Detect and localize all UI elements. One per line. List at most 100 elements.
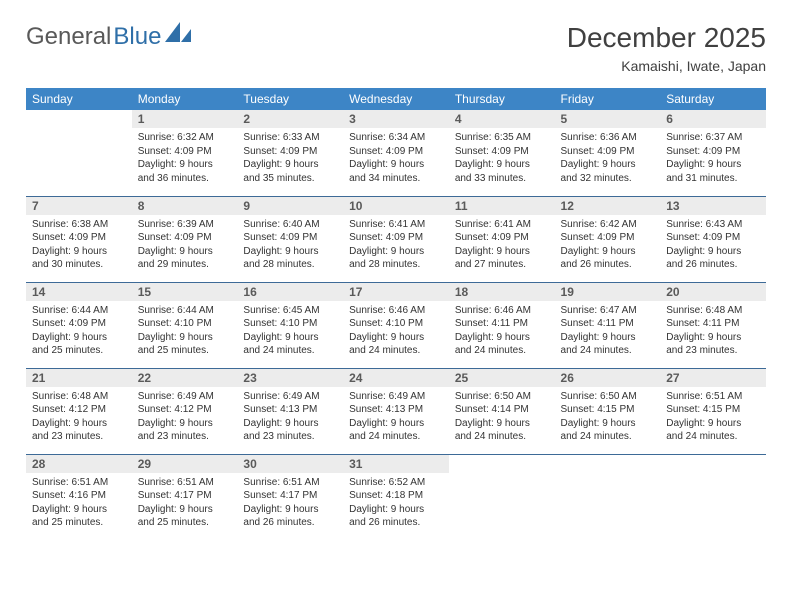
day-number: 30 bbox=[237, 455, 343, 473]
sunset-text: Sunset: 4:09 PM bbox=[561, 145, 655, 159]
sunset-text: Sunset: 4:15 PM bbox=[666, 403, 760, 417]
daylight-text: Daylight: 9 hours and 24 minutes. bbox=[455, 417, 549, 444]
day-cell: 27 Sunrise: 6:51 AMSunset: 4:15 PMDayligh… bbox=[660, 368, 766, 454]
daylight-text: Daylight: 9 hours and 28 minutes. bbox=[243, 245, 337, 272]
day-details: Sunrise: 6:47 AMSunset: 4:11 PMDaylight:… bbox=[555, 301, 661, 362]
day-number: 17 bbox=[343, 283, 449, 301]
day-cell bbox=[660, 454, 766, 540]
day-cell: 21Sunrise: 6:48 AMSunset: 4:12 PMDayligh… bbox=[26, 368, 132, 454]
day-details: Sunrise: 6:43 AMSunset: 4:09 PMDaylight:… bbox=[660, 215, 766, 276]
day-cell: 4Sunrise: 6:35 AMSunset: 4:09 PMDaylight… bbox=[449, 110, 555, 196]
day-details: Sunrise: 6:39 AMSunset: 4:09 PMDaylight:… bbox=[132, 215, 238, 276]
sunrise-text: Sunrise: 6:51 AM bbox=[243, 476, 337, 490]
day-cell: 1Sunrise: 6:32 AMSunset: 4:09 PMDaylight… bbox=[132, 110, 238, 196]
day-details: Sunrise: 6:46 AMSunset: 4:11 PMDaylight:… bbox=[449, 301, 555, 362]
day-cell: 17Sunrise: 6:46 AMSunset: 4:10 PMDayligh… bbox=[343, 282, 449, 368]
sunset-text: Sunset: 4:12 PM bbox=[32, 403, 126, 417]
day-details: Sunrise: 6:41 AMSunset: 4:09 PMDaylight:… bbox=[343, 215, 449, 276]
day-details: Sunrise: 6:34 AMSunset: 4:09 PMDaylight:… bbox=[343, 128, 449, 189]
sunset-text: Sunset: 4:09 PM bbox=[349, 145, 443, 159]
logo-text-a: General bbox=[26, 23, 111, 51]
day-cell: 20Sunrise: 6:48 AMSunset: 4:11 PMDayligh… bbox=[660, 282, 766, 368]
sunrise-text: Sunrise: 6:35 AM bbox=[455, 131, 549, 145]
sunrise-text: Sunrise: 6:49 AM bbox=[349, 390, 443, 404]
sunrise-text: Sunrise: 6:51 AM bbox=[138, 476, 232, 490]
day-number: 29 bbox=[132, 455, 238, 473]
day-number: 27 bbox=[660, 369, 766, 387]
week-row: 21Sunrise: 6:48 AMSunset: 4:12 PMDayligh… bbox=[26, 368, 766, 454]
calendar-table: Sunday Monday Tuesday Wednesday Thursday… bbox=[26, 88, 766, 540]
day-details: Sunrise: 6:50 AMSunset: 4:14 PMDaylight:… bbox=[449, 387, 555, 448]
day-details: Sunrise: 6:51 AMSunset: 4:17 PMDaylight:… bbox=[237, 473, 343, 534]
day-details: Sunrise: 6:41 AMSunset: 4:09 PMDaylight:… bbox=[449, 215, 555, 276]
daylight-text: Daylight: 9 hours and 34 minutes. bbox=[349, 158, 443, 185]
weekday-header: Monday bbox=[132, 88, 238, 110]
day-number: 10 bbox=[343, 197, 449, 215]
day-details: Sunrise: 6:49 AMSunset: 4:13 PMDaylight:… bbox=[343, 387, 449, 448]
daylight-text: Daylight: 9 hours and 24 minutes. bbox=[243, 331, 337, 358]
sunset-text: Sunset: 4:11 PM bbox=[561, 317, 655, 331]
sunrise-text: Sunrise: 6:37 AM bbox=[666, 131, 760, 145]
day-details: Sunrise: 6:48 AMSunset: 4:11 PMDaylight:… bbox=[660, 301, 766, 362]
daylight-text: Daylight: 9 hours and 24 minutes. bbox=[666, 417, 760, 444]
day-number: 19 bbox=[555, 283, 661, 301]
sunset-text: Sunset: 4:09 PM bbox=[138, 231, 232, 245]
sunrise-text: Sunrise: 6:47 AM bbox=[561, 304, 655, 318]
week-row: 7Sunrise: 6:38 AMSunset: 4:09 PMDaylight… bbox=[26, 196, 766, 282]
day-number: 2 bbox=[237, 110, 343, 128]
day-cell: 8Sunrise: 6:39 AMSunset: 4:09 PMDaylight… bbox=[132, 196, 238, 282]
daylight-text: Daylight: 9 hours and 23 minutes. bbox=[243, 417, 337, 444]
sunrise-text: Sunrise: 6:41 AM bbox=[455, 218, 549, 232]
day-cell: 25Sunrise: 6:50 AMSunset: 4:14 PMDayligh… bbox=[449, 368, 555, 454]
day-cell: 13Sunrise: 6:43 AMSunset: 4:09 PMDayligh… bbox=[660, 196, 766, 282]
sunrise-text: Sunrise: 6:44 AM bbox=[138, 304, 232, 318]
sunrise-text: Sunrise: 6:38 AM bbox=[32, 218, 126, 232]
daylight-text: Daylight: 9 hours and 24 minutes. bbox=[561, 417, 655, 444]
sunset-text: Sunset: 4:12 PM bbox=[138, 403, 232, 417]
day-cell bbox=[26, 110, 132, 196]
title-block: December 2025 Kamaishi, Iwate, Japan bbox=[567, 22, 766, 74]
sunset-text: Sunset: 4:09 PM bbox=[138, 145, 232, 159]
day-number: 23 bbox=[237, 369, 343, 387]
sunset-text: Sunset: 4:09 PM bbox=[561, 231, 655, 245]
weekday-header: Tuesday bbox=[237, 88, 343, 110]
sunset-text: Sunset: 4:09 PM bbox=[455, 231, 549, 245]
sunrise-text: Sunrise: 6:49 AM bbox=[138, 390, 232, 404]
calendar-page: GeneralBlue December 2025 Kamaishi, Iwat… bbox=[0, 0, 792, 562]
day-cell: 30Sunrise: 6:51 AMSunset: 4:17 PMDayligh… bbox=[237, 454, 343, 540]
sunrise-text: Sunrise: 6:46 AM bbox=[455, 304, 549, 318]
sunrise-text: Sunrise: 6:50 AM bbox=[455, 390, 549, 404]
daylight-text: Daylight: 9 hours and 28 minutes. bbox=[349, 245, 443, 272]
logo-text-b: Blue bbox=[113, 23, 161, 51]
day-details: Sunrise: 6:42 AMSunset: 4:09 PMDaylight:… bbox=[555, 215, 661, 276]
day-cell: 19Sunrise: 6:47 AMSunset: 4:11 PMDayligh… bbox=[555, 282, 661, 368]
weekday-header: Friday bbox=[555, 88, 661, 110]
sunset-text: Sunset: 4:10 PM bbox=[349, 317, 443, 331]
sunset-text: Sunset: 4:09 PM bbox=[666, 145, 760, 159]
sunrise-text: Sunrise: 6:32 AM bbox=[138, 131, 232, 145]
day-details: Sunrise: 6:46 AMSunset: 4:10 PMDaylight:… bbox=[343, 301, 449, 362]
logo-sail-icon bbox=[165, 22, 191, 42]
sunset-text: Sunset: 4:17 PM bbox=[243, 489, 337, 503]
sunset-text: Sunset: 4:09 PM bbox=[455, 145, 549, 159]
sunset-text: Sunset: 4:09 PM bbox=[32, 231, 126, 245]
sunrise-text: Sunrise: 6:39 AM bbox=[138, 218, 232, 232]
day-details: Sunrise: 6:48 AMSunset: 4:12 PMDaylight:… bbox=[26, 387, 132, 448]
weekday-header: Wednesday bbox=[343, 88, 449, 110]
sunrise-text: Sunrise: 6:40 AM bbox=[243, 218, 337, 232]
sunrise-text: Sunrise: 6:45 AM bbox=[243, 304, 337, 318]
sunset-text: Sunset: 4:09 PM bbox=[32, 317, 126, 331]
day-number: 26 bbox=[555, 369, 661, 387]
day-details: Sunrise: 6:49 AMSunset: 4:13 PMDaylight:… bbox=[237, 387, 343, 448]
day-number: 5 bbox=[555, 110, 661, 128]
daylight-text: Daylight: 9 hours and 35 minutes. bbox=[243, 158, 337, 185]
week-row: 14Sunrise: 6:44 AMSunset: 4:09 PMDayligh… bbox=[26, 282, 766, 368]
day-cell: 10Sunrise: 6:41 AMSunset: 4:09 PMDayligh… bbox=[343, 196, 449, 282]
day-cell bbox=[449, 454, 555, 540]
day-details: Sunrise: 6:44 AMSunset: 4:09 PMDaylight:… bbox=[26, 301, 132, 362]
day-number: 25 bbox=[449, 369, 555, 387]
day-cell: 23Sunrise: 6:49 AMSunset: 4:13 PMDayligh… bbox=[237, 368, 343, 454]
daylight-text: Daylight: 9 hours and 25 minutes. bbox=[32, 503, 126, 530]
sunrise-text: Sunrise: 6:51 AM bbox=[666, 390, 760, 404]
day-number: 11 bbox=[449, 197, 555, 215]
